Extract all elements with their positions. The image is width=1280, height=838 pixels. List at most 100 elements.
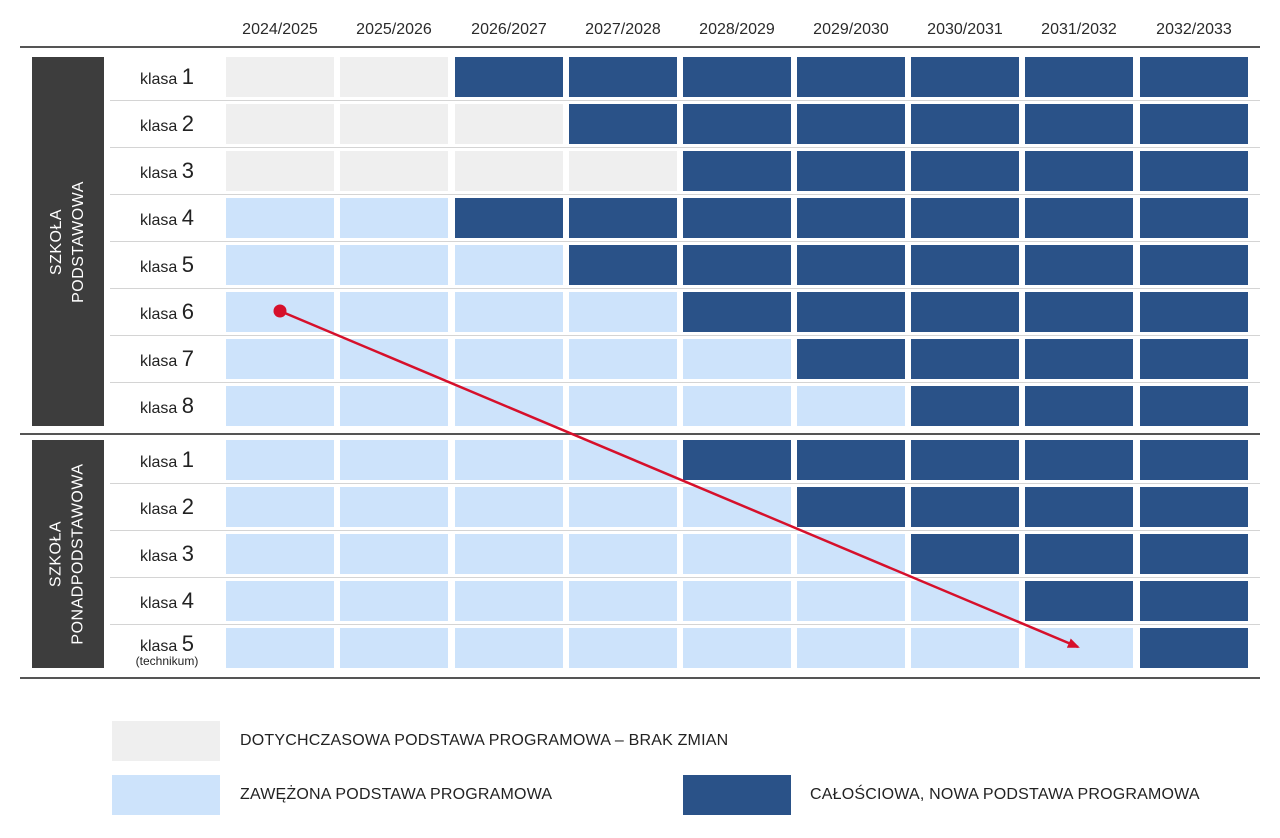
cell-new: [1025, 581, 1133, 621]
cell-new: [1025, 245, 1133, 285]
cell-old: [226, 57, 334, 97]
legend-label-narrow: ZAWĘŻONA PODSTAWA PROGRAMOWA: [240, 786, 553, 803]
row-label-pp-klasa-1: klasa 1: [110, 440, 224, 480]
row-label-pp-klasa-4: klasa 4: [110, 581, 224, 621]
row-label-word: klasa: [139, 454, 178, 471]
cell-narrow: [226, 198, 334, 238]
cell-new: [683, 198, 791, 238]
row-separator: [110, 194, 1260, 195]
year-header-2030-2031: 2030/2031: [927, 21, 1003, 38]
cell-new: [911, 245, 1019, 285]
cell-new: [911, 440, 1019, 480]
cell-narrow: [226, 581, 334, 621]
row-separator: [110, 382, 1260, 383]
cell-new: [797, 245, 905, 285]
row-label-text: klasa 2: [140, 111, 194, 137]
cell-new: [1140, 245, 1248, 285]
cell-new: [1140, 386, 1248, 426]
cell-new: [1140, 534, 1248, 574]
row-label-text: klasa 2: [140, 494, 194, 520]
cell-new: [1140, 104, 1248, 144]
row-label-number: 3: [181, 541, 195, 566]
row-label-sp-klasa-7: klasa 7: [110, 339, 224, 379]
row-label-sp-klasa-2: klasa 2: [110, 104, 224, 144]
cell-new: [683, 245, 791, 285]
cell-new: [797, 487, 905, 527]
cell-narrow: [455, 628, 563, 668]
cell-narrow: [340, 292, 448, 332]
legend-label-new: CAŁOŚCIOWA, NOWA PODSTAWA PROGRAMOWA: [810, 786, 1200, 803]
row-label-text: klasa 3: [140, 158, 194, 184]
cell-new: [1140, 581, 1248, 621]
cell-new: [683, 57, 791, 97]
row-label-number: 2: [181, 494, 195, 519]
cell-narrow: [340, 581, 448, 621]
cell-narrow: [455, 581, 563, 621]
row-label-sp-klasa-8: klasa 8: [110, 386, 224, 426]
year-header-2029-2030: 2029/2030: [813, 21, 889, 38]
row-label-note: (technikum): [135, 654, 199, 668]
row-label-text: klasa 3: [140, 541, 194, 567]
row-label-word: klasa: [139, 259, 178, 276]
cell-new: [1025, 440, 1133, 480]
cell-old: [226, 151, 334, 191]
cell-new: [911, 198, 1019, 238]
year-header-2027-2028: 2027/2028: [585, 21, 661, 38]
divider-line: [20, 46, 1260, 48]
row-label-number: 1: [181, 447, 195, 472]
cell-narrow: [569, 628, 677, 668]
cell-new: [911, 292, 1019, 332]
legend-label-old: DOTYCHCZASOWA PODSTAWA PROGRAMOWA – BRAK…: [240, 732, 729, 749]
row-separator: [110, 624, 1260, 625]
cell-new: [797, 292, 905, 332]
cell-new: [1140, 440, 1248, 480]
row-separator: [110, 483, 1260, 484]
cell-new: [797, 57, 905, 97]
row-label-pp-klasa-2: klasa 2: [110, 487, 224, 527]
cell-narrow: [683, 581, 791, 621]
cell-narrow: [569, 581, 677, 621]
row-label-number: 4: [181, 588, 195, 613]
cell-narrow: [569, 440, 677, 480]
cell-new: [911, 151, 1019, 191]
year-header-2031-2032: 2031/2032: [1041, 21, 1117, 38]
row-label-text: klasa 5: [140, 631, 194, 657]
cell-narrow: [455, 245, 563, 285]
row-separator: [110, 288, 1260, 289]
cell-narrow: [226, 628, 334, 668]
legend-swatch-old: [112, 721, 220, 761]
cell-new: [797, 339, 905, 379]
cell-narrow: [340, 245, 448, 285]
cell-narrow: [340, 487, 448, 527]
row-label-number: 6: [181, 299, 195, 324]
row-label-text: klasa 7: [140, 346, 194, 372]
cell-narrow: [455, 339, 563, 379]
cell-narrow: [683, 339, 791, 379]
cell-new: [1140, 487, 1248, 527]
cell-narrow: [797, 581, 905, 621]
cell-narrow: [569, 339, 677, 379]
row-label-text: klasa 4: [140, 588, 194, 614]
cell-new: [911, 104, 1019, 144]
row-label-number: 1: [181, 64, 195, 89]
year-header-2026-2027: 2026/2027: [471, 21, 547, 38]
cell-new: [1025, 534, 1133, 574]
row-label-text: klasa 1: [140, 64, 194, 90]
arrow-line: [279, 309, 1080, 649]
cell-narrow: [226, 245, 334, 285]
cell-new: [1025, 57, 1133, 97]
cell-narrow: [455, 292, 563, 332]
row-label-pp-klasa-5: klasa 5 (technikum): [110, 628, 224, 668]
cell-narrow: [455, 534, 563, 574]
row-label-text: klasa 6: [140, 299, 194, 325]
cell-old: [226, 104, 334, 144]
cell-new: [1025, 386, 1133, 426]
cell-new: [911, 487, 1019, 527]
legend-swatch-narrow: [112, 775, 220, 815]
cell-new: [1140, 628, 1248, 668]
cell-narrow: [911, 628, 1019, 668]
row-separator: [110, 147, 1260, 148]
cell-new: [569, 57, 677, 97]
row-label-number: 4: [181, 205, 195, 230]
